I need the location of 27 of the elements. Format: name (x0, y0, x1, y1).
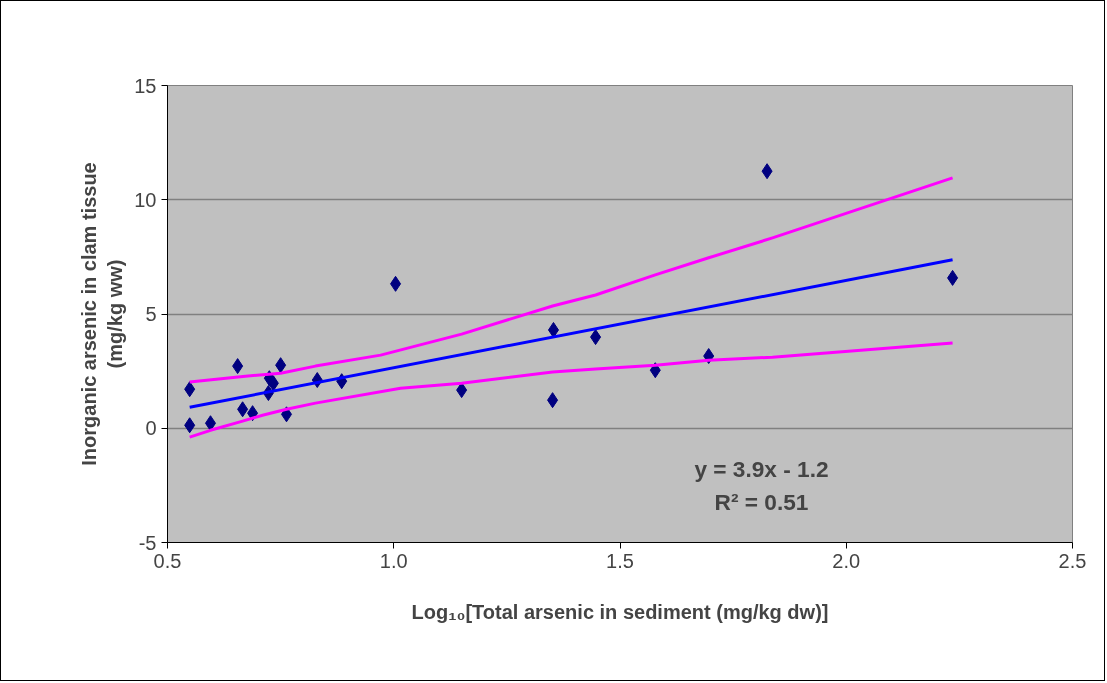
annotation: y = 3.9x - 1.2 (694, 455, 829, 482)
y-tick-label: 0 (145, 417, 157, 440)
line-series (188, 341, 955, 439)
annotation: R² = 0.51 (714, 488, 809, 515)
point (237, 401, 249, 418)
point (390, 275, 402, 292)
point (547, 392, 559, 409)
x-tick-label: 1.5 (606, 549, 634, 572)
point (456, 382, 468, 399)
x-tick-label: 2.0 (832, 549, 861, 572)
point (204, 415, 216, 432)
y-tick-label: 5 (145, 303, 157, 325)
point (947, 269, 959, 286)
point (184, 417, 196, 434)
point (275, 357, 287, 374)
y-tick-label: 10 (134, 188, 157, 211)
point (547, 321, 559, 338)
point (232, 358, 244, 375)
point (761, 163, 773, 180)
x-tick-label: 1.0 (379, 549, 408, 572)
x-axis-title: Log₁₀[Total arsenic in sediment (mg/kg dw)] (411, 600, 829, 623)
x-tick-label: 2.5 (1058, 549, 1087, 572)
point (184, 381, 196, 398)
y-axis-title: Inorganic arsenic in clam tissue (mg/kg ww) (77, 162, 127, 466)
point (267, 375, 279, 392)
y-tick-label: 15 (134, 74, 157, 97)
point (590, 329, 602, 346)
